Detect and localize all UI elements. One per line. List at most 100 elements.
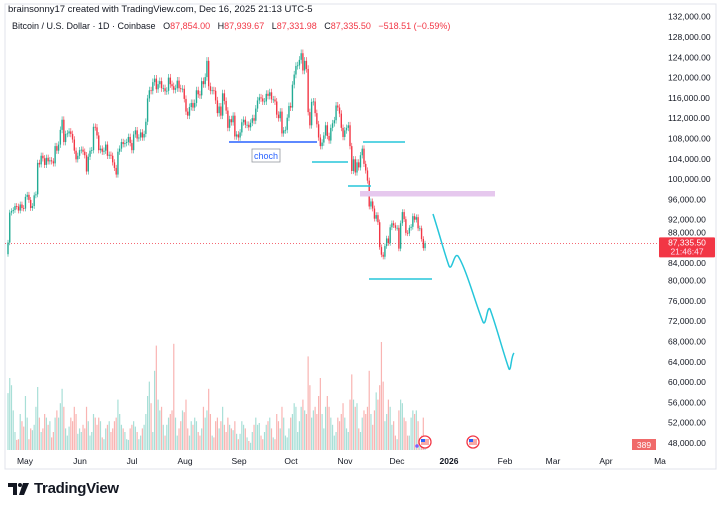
- candle-body: [68, 131, 70, 134]
- volume-bar: [417, 421, 419, 450]
- candle-body: [326, 125, 329, 136]
- price-tick-label: 112,000.00: [668, 113, 710, 123]
- candle-body: [267, 93, 269, 96]
- volume-bar: [199, 435, 201, 450]
- us-flag-event-icon[interactable]: [418, 435, 432, 449]
- candle-body: [73, 139, 76, 151]
- candle-body: [131, 143, 133, 151]
- candle-body: [420, 228, 423, 239]
- volume-bar: [64, 428, 67, 450]
- candle-body: [78, 150, 81, 156]
- volume-bar: [277, 421, 280, 450]
- close-label: C: [324, 21, 331, 31]
- volume-bar: [138, 439, 140, 450]
- candle-body: [188, 107, 191, 116]
- volume-bar: [262, 439, 264, 450]
- candle-body: [352, 159, 355, 171]
- volume-bar: [349, 399, 351, 450]
- candle-body: [183, 88, 185, 99]
- price-tick-label: 68,000.00: [668, 337, 706, 347]
- volume-bar: [94, 417, 96, 450]
- tradingview-logo[interactable]: TradingView: [8, 480, 119, 497]
- volume-bar: [192, 424, 194, 450]
- candle-body: [206, 60, 208, 78]
- volume-bar: [352, 399, 355, 450]
- candle-body: [195, 90, 198, 103]
- volume-bar: [335, 432, 337, 450]
- supply-zone[interactable]: [360, 191, 495, 197]
- volume-bar: [377, 399, 379, 450]
- candle-body: [246, 124, 248, 126]
- change-value: −518.51 (−0.59%): [378, 21, 451, 31]
- volume-bar: [173, 343, 175, 450]
- volume-bar: [153, 370, 156, 450]
- volume-bar: [295, 406, 297, 450]
- volume-bar: [122, 428, 124, 450]
- last-price-value: 87,335.50: [668, 237, 706, 247]
- candle-body: [373, 208, 376, 219]
- candle-body: [17, 206, 20, 211]
- volume-bar: [316, 414, 318, 450]
- candle-body: [40, 155, 42, 165]
- candle-body: [24, 196, 27, 209]
- volume-bar: [213, 437, 215, 450]
- candle-body: [239, 132, 241, 138]
- volume-bar: [333, 435, 335, 450]
- candle-body: [296, 65, 299, 67]
- volume-bar: [415, 410, 417, 450]
- price-tick-label: 88,000.00: [668, 227, 706, 237]
- candle-body: [66, 133, 69, 135]
- volume-bar: [31, 430, 34, 450]
- candle-body: [284, 129, 287, 131]
- us-flag-event-icon[interactable]: [466, 435, 480, 449]
- candle-body: [253, 118, 255, 121]
- event-marker-icon[interactable]: [415, 444, 419, 448]
- volume-bar: [408, 435, 410, 450]
- volume-bar: [174, 417, 177, 450]
- volume-bar: [143, 424, 145, 450]
- candle-body: [223, 93, 226, 101]
- choch-label[interactable]: choch: [251, 148, 281, 163]
- projection-path[interactable]: [432, 213, 515, 371]
- symbol-title[interactable]: Bitcoin / U.S. Dollar · 1D · Coinbase: [12, 21, 156, 31]
- volume-bar: [54, 417, 56, 450]
- candle-body: [335, 105, 337, 121]
- volume-bar: [131, 424, 133, 450]
- candle-body: [363, 148, 365, 164]
- candle-body: [19, 204, 21, 211]
- price-axis[interactable]: 132,000.00 128,000.00 124,000.00 120,000.00…: [668, 12, 711, 448]
- candle-body: [57, 144, 60, 151]
- candle-body: [227, 110, 229, 128]
- volume-bar: [323, 428, 325, 450]
- candle-body: [230, 119, 233, 123]
- candle-body: [23, 208, 25, 209]
- volume-bar: [270, 428, 273, 450]
- volume-bar: [216, 417, 218, 450]
- candle-body: [43, 158, 46, 165]
- candle-body: [242, 119, 245, 123]
- time-axis[interactable]: May Jun Jul Aug Sep Oct Nov Dec 2026 Feb Mar Apr Ma: [17, 456, 666, 466]
- price-tick-label: 124,000.00: [668, 52, 711, 62]
- volume-bar: [326, 396, 328, 450]
- volume-bar: [393, 421, 395, 450]
- candle-body: [190, 102, 192, 108]
- candle-body: [108, 154, 110, 156]
- candle-body: [202, 81, 205, 85]
- volume-bar: [260, 435, 262, 450]
- volume-bar: [59, 403, 61, 450]
- volume-bar: [272, 437, 274, 450]
- volume-bar: [126, 439, 128, 450]
- volume-bar: [183, 412, 185, 450]
- candle-body: [159, 81, 161, 85]
- candle-body: [372, 201, 374, 209]
- candle-body: [200, 81, 203, 96]
- volume-bar: [356, 403, 358, 450]
- volume-bar: [269, 417, 271, 450]
- candle-body: [166, 90, 168, 92]
- candle-body: [317, 124, 320, 138]
- candle-body: [415, 217, 418, 220]
- candle-body: [50, 160, 53, 162]
- volume-bar: [56, 410, 58, 450]
- candle-body: [194, 102, 196, 108]
